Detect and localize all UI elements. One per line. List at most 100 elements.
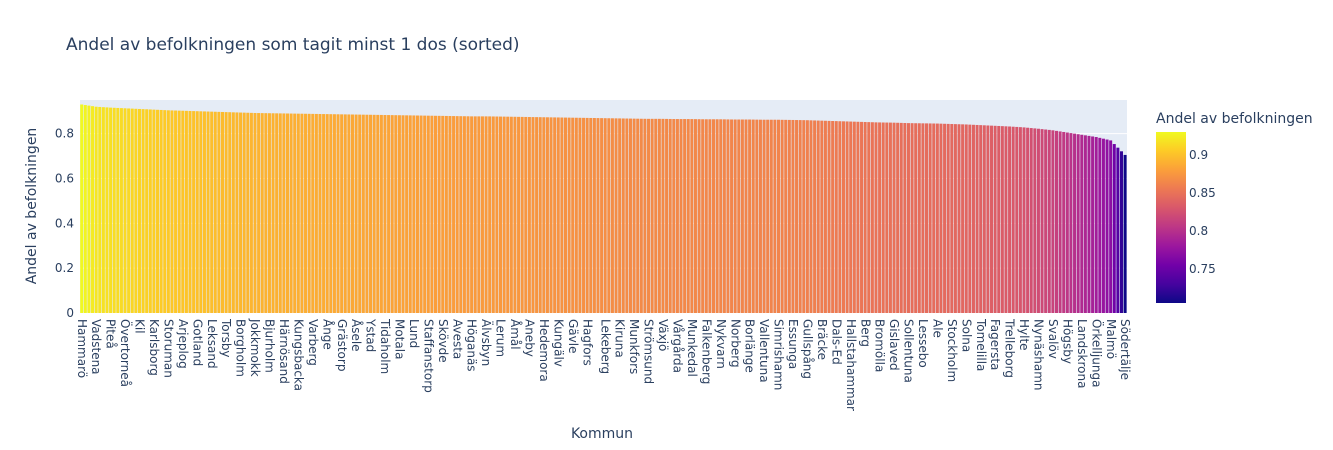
bar[interactable] <box>1083 135 1087 313</box>
bar[interactable] <box>1044 129 1048 313</box>
bar[interactable] <box>968 124 972 313</box>
bar[interactable] <box>1080 134 1084 313</box>
bar[interactable] <box>401 115 405 313</box>
bar[interactable] <box>152 109 156 313</box>
bar[interactable] <box>542 117 546 314</box>
bar[interactable] <box>878 122 882 314</box>
bar[interactable] <box>1119 151 1123 313</box>
bar[interactable] <box>491 116 495 314</box>
bar[interactable] <box>358 114 362 313</box>
bar[interactable] <box>899 122 903 313</box>
bar[interactable] <box>903 123 907 313</box>
bar[interactable] <box>975 124 979 313</box>
bar[interactable] <box>690 119 694 313</box>
bar[interactable] <box>852 121 856 313</box>
bar[interactable] <box>538 117 542 314</box>
bar[interactable] <box>1062 131 1066 313</box>
bar[interactable] <box>127 108 131 314</box>
bar[interactable] <box>137 108 141 314</box>
bar[interactable] <box>296 113 300 313</box>
bar[interactable] <box>600 118 604 313</box>
bar[interactable] <box>758 119 762 313</box>
bar[interactable] <box>112 107 116 313</box>
bar[interactable] <box>798 120 802 313</box>
bar[interactable] <box>174 110 178 313</box>
bar[interactable] <box>932 123 936 314</box>
bar[interactable] <box>361 114 365 313</box>
bar[interactable] <box>156 109 160 313</box>
bar[interactable] <box>1101 138 1105 313</box>
bar[interactable] <box>1112 144 1116 313</box>
bar[interactable] <box>553 117 557 313</box>
bar[interactable] <box>939 123 943 313</box>
bar[interactable] <box>314 113 318 313</box>
bar[interactable] <box>654 118 658 313</box>
bar[interactable] <box>795 120 799 313</box>
bar[interactable] <box>574 117 578 314</box>
bar[interactable] <box>509 116 513 314</box>
bar[interactable] <box>639 118 643 313</box>
bar[interactable] <box>1000 126 1004 313</box>
bar[interactable] <box>910 123 914 313</box>
bar[interactable] <box>628 118 632 313</box>
bar[interactable] <box>499 116 503 313</box>
bar[interactable] <box>693 119 697 313</box>
bar[interactable] <box>347 114 351 313</box>
bar[interactable] <box>715 119 719 313</box>
bar[interactable] <box>116 107 120 313</box>
bar[interactable] <box>860 121 864 313</box>
bar[interactable] <box>1076 134 1080 313</box>
bar[interactable] <box>434 115 438 313</box>
bar[interactable] <box>484 116 488 314</box>
bar[interactable] <box>672 119 676 313</box>
bar[interactable] <box>545 117 549 313</box>
bar[interactable] <box>1094 137 1098 313</box>
bar[interactable] <box>462 116 466 313</box>
bar[interactable] <box>329 114 333 313</box>
bar[interactable] <box>827 120 831 313</box>
bar[interactable] <box>473 116 477 314</box>
bar[interactable] <box>831 121 835 313</box>
bar[interactable] <box>885 122 889 313</box>
bar[interactable] <box>596 118 600 313</box>
bar[interactable] <box>650 118 654 313</box>
bar[interactable] <box>1091 136 1095 313</box>
bar[interactable] <box>816 120 820 313</box>
bar[interactable] <box>405 115 409 313</box>
bar[interactable] <box>679 119 683 313</box>
bar[interactable] <box>661 118 665 313</box>
bar[interactable] <box>719 119 723 313</box>
bar[interactable] <box>1029 128 1033 313</box>
bar[interactable] <box>993 125 997 313</box>
bar[interactable] <box>1004 126 1008 313</box>
bar[interactable] <box>708 119 712 313</box>
bar[interactable] <box>177 110 181 313</box>
bar[interactable] <box>304 113 308 313</box>
bar[interactable] <box>192 111 196 313</box>
bar[interactable] <box>387 115 391 313</box>
bar[interactable] <box>181 110 185 313</box>
bar[interactable] <box>621 118 625 313</box>
bar[interactable] <box>275 113 279 313</box>
bar[interactable] <box>697 119 701 313</box>
bar[interactable] <box>867 122 871 313</box>
bar[interactable] <box>683 119 687 313</box>
bar[interactable] <box>1015 126 1019 314</box>
bar[interactable] <box>452 116 456 313</box>
bar[interactable] <box>1058 131 1062 313</box>
bar[interactable] <box>235 112 239 314</box>
bar[interactable] <box>394 115 398 313</box>
bar[interactable] <box>253 112 257 314</box>
bar[interactable] <box>1116 147 1120 313</box>
bar[interactable] <box>1011 126 1015 314</box>
bar[interactable] <box>163 110 167 313</box>
bar[interactable] <box>336 114 340 313</box>
bar[interactable] <box>257 113 261 313</box>
bar[interactable] <box>701 119 705 313</box>
bar[interactable] <box>946 123 950 314</box>
bar[interactable] <box>350 114 354 314</box>
bar[interactable] <box>166 110 170 313</box>
bar[interactable] <box>928 123 932 313</box>
bar[interactable] <box>769 119 773 313</box>
bar[interactable] <box>892 122 896 313</box>
